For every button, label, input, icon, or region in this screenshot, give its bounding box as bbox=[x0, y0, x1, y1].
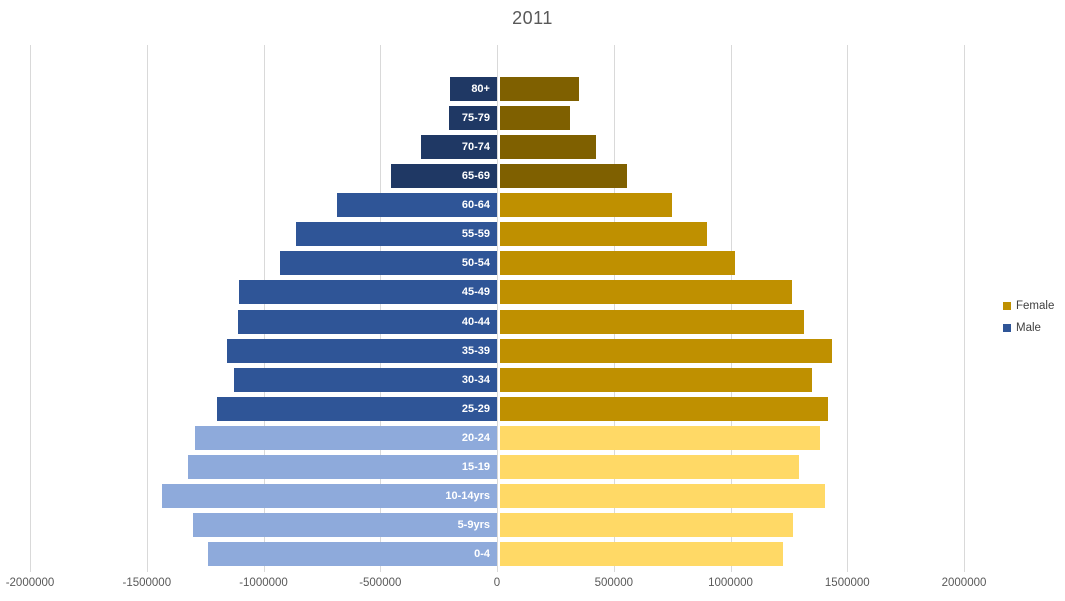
age-group-label: 40-44 bbox=[461, 315, 490, 328]
gridline--1500000 bbox=[146, 45, 148, 572]
bar-female-20-24 bbox=[500, 425, 821, 450]
bar-female-60-64 bbox=[500, 193, 672, 218]
bar-female-70-74 bbox=[500, 135, 596, 160]
legend-item-female: Female bbox=[1003, 299, 1054, 313]
legend-swatch-icon bbox=[1003, 324, 1011, 332]
age-group-label: 50-54 bbox=[461, 257, 490, 270]
bar-male-50-54: 50-54 bbox=[279, 251, 497, 276]
x-axis: -2000000 -1500000 -1000000 -500000 0 500000 10… bbox=[6, 577, 987, 593]
gridline--500000 bbox=[380, 45, 382, 572]
bar-male-35-39: 35-39 bbox=[227, 338, 497, 363]
age-group-label: 10-14yrs bbox=[445, 489, 490, 502]
bar-female-30-34 bbox=[500, 367, 812, 392]
bar-male-5-9yrs: 5-9yrs bbox=[192, 512, 497, 537]
x-tick-label--2000000: -2000000 bbox=[5, 577, 55, 589]
age-group-label: 45-49 bbox=[461, 286, 490, 299]
bar-male-60-64: 60-64 bbox=[337, 193, 497, 218]
legend: Female Male bbox=[1003, 299, 1054, 343]
bar-male-55-59: 55-59 bbox=[296, 222, 497, 247]
age-group-label: 80+ bbox=[471, 83, 490, 95]
bar-female-50-54 bbox=[500, 251, 735, 276]
age-group-label: 30-34 bbox=[461, 373, 490, 386]
bar-male-0-4: 0-4 bbox=[207, 542, 497, 566]
age-group-label: 25-29 bbox=[461, 402, 490, 415]
bar-female-35-39 bbox=[500, 338, 833, 363]
bar-female-10-14yrs bbox=[500, 483, 825, 508]
age-group-label: 5-9yrs bbox=[457, 518, 490, 531]
legend-item-male: Male bbox=[1003, 321, 1054, 335]
bar-female-55-59 bbox=[500, 222, 707, 247]
x-tick-label-1500000: 1500000 bbox=[824, 577, 870, 589]
gridline--1000000 bbox=[263, 45, 265, 572]
bar-female-5-9yrs bbox=[500, 512, 794, 537]
bar-male-10-14yrs: 10-14yrs bbox=[161, 483, 497, 508]
legend-label: Male bbox=[1016, 322, 1041, 334]
gridline--2000000 bbox=[30, 45, 31, 572]
bar-female-15-19 bbox=[500, 454, 800, 479]
gridline-1500000 bbox=[847, 45, 849, 572]
x-tick-label-0: 0 bbox=[493, 577, 501, 589]
bar-male-75-79: 75-79 bbox=[449, 106, 497, 131]
bar-female-65-69 bbox=[500, 164, 628, 189]
legend-swatch-icon bbox=[1003, 302, 1011, 310]
bar-male-25-29: 25-29 bbox=[216, 396, 497, 421]
age-group-label: 20-24 bbox=[461, 431, 490, 444]
gridline-1000000 bbox=[730, 45, 732, 572]
bar-male-65-69: 65-69 bbox=[390, 164, 497, 189]
bar-male-45-49: 45-49 bbox=[239, 280, 497, 305]
age-group-label: 70-74 bbox=[461, 141, 490, 154]
x-tick-label-2000000: 2000000 bbox=[941, 577, 987, 589]
bar-male-20-24: 20-24 bbox=[194, 425, 497, 450]
age-group-label: 15-19 bbox=[461, 460, 490, 473]
x-tick-label-500000: 500000 bbox=[594, 577, 633, 589]
age-group-label: 0-4 bbox=[474, 548, 490, 560]
age-group-label: 65-69 bbox=[461, 170, 490, 183]
gridline-500000 bbox=[613, 45, 615, 572]
bar-female-40-44 bbox=[500, 309, 804, 334]
bar-female-75-79 bbox=[500, 106, 570, 131]
x-tick-label--500000: -500000 bbox=[359, 577, 402, 589]
bar-female-45-49 bbox=[500, 280, 792, 305]
gridline-2000000 bbox=[964, 45, 965, 572]
bar-male-40-44: 40-44 bbox=[237, 309, 497, 334]
x-tick-label--1500000: -1500000 bbox=[122, 577, 172, 589]
bar-male-15-19: 15-19 bbox=[187, 454, 497, 479]
age-group-label: 35-39 bbox=[461, 344, 490, 357]
bar-female-80+ bbox=[500, 77, 580, 101]
bar-male-30-34: 30-34 bbox=[233, 367, 497, 392]
bar-male-80+: 80+ bbox=[450, 77, 497, 101]
gridline-0 bbox=[497, 45, 498, 572]
chart-title: 2011 bbox=[512, 8, 553, 28]
bar-female-0-4 bbox=[500, 542, 783, 566]
age-group-label: 75-79 bbox=[461, 112, 490, 125]
legend-label: Female bbox=[1016, 300, 1055, 312]
age-group-label: 55-59 bbox=[461, 228, 490, 241]
x-tick-label-1000000: 1000000 bbox=[708, 577, 753, 589]
bar-male-70-74: 70-74 bbox=[421, 135, 497, 160]
age-group-label: 60-64 bbox=[461, 199, 490, 212]
x-tick-label--1000000: -1000000 bbox=[239, 577, 288, 589]
plot-area: 80+ 75-79 70-74 65-69 60-64 55-59 50-54 45-49 40… bbox=[30, 45, 965, 572]
bar-female-25-29 bbox=[500, 396, 829, 421]
